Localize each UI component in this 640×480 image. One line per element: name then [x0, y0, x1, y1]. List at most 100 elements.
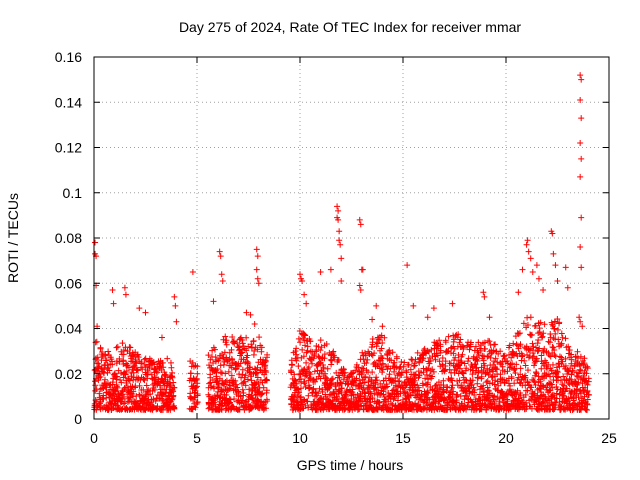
- background-point: [135, 354, 142, 361]
- background-point: [136, 391, 143, 398]
- background-point: [97, 398, 104, 405]
- background-point: [208, 383, 215, 390]
- background-point: [244, 376, 251, 383]
- background-point: [100, 395, 107, 402]
- background-point: [97, 373, 104, 380]
- background-point: [420, 355, 427, 362]
- background-point: [234, 384, 241, 391]
- background-point: [459, 351, 466, 358]
- background-point: [212, 396, 219, 403]
- background-point: [232, 377, 239, 384]
- background-point: [423, 371, 430, 378]
- background-point: [317, 337, 324, 344]
- background-point: [478, 373, 485, 380]
- y-tick-label: 0.1: [63, 185, 83, 201]
- background-point: [513, 391, 520, 398]
- background-point: [495, 382, 502, 389]
- background-point: [163, 386, 170, 393]
- background-point: [349, 373, 356, 380]
- background-point: [242, 372, 249, 379]
- background-point: [539, 333, 546, 340]
- data-point: [216, 248, 223, 255]
- background-point: [524, 387, 531, 394]
- background-point: [318, 368, 325, 375]
- data-point: [297, 271, 303, 278]
- background-point: [304, 347, 311, 354]
- background-point: [360, 365, 367, 372]
- background-point: [193, 376, 200, 383]
- background-point: [457, 393, 464, 400]
- background-point: [396, 377, 403, 384]
- background-point: [105, 364, 112, 371]
- background-point: [247, 366, 254, 373]
- background-point: [445, 333, 452, 340]
- data-point: [369, 316, 376, 323]
- background-point: [450, 332, 457, 339]
- data-point: [217, 253, 224, 260]
- background-point: [303, 368, 310, 375]
- background-point: [325, 384, 332, 391]
- background-point: [459, 369, 466, 376]
- background-point: [418, 369, 425, 376]
- background-point: [552, 330, 559, 337]
- background-point: [293, 345, 300, 352]
- background-point: [511, 380, 518, 387]
- x-tick-label: 10: [292, 430, 308, 446]
- background-point: [323, 341, 330, 348]
- background-point: [239, 346, 246, 353]
- background-point: [167, 406, 174, 413]
- background-point: [403, 382, 410, 389]
- background-point: [114, 343, 121, 350]
- background-point: [481, 362, 488, 369]
- background-point: [474, 374, 481, 381]
- background-point: [245, 343, 252, 350]
- background-point: [376, 336, 383, 343]
- background-point: [154, 369, 161, 376]
- data-point: [564, 284, 571, 291]
- background-point: [389, 349, 396, 356]
- data-point: [562, 264, 569, 271]
- data-point: [172, 302, 179, 309]
- background-point: [134, 367, 141, 374]
- background-point: [498, 388, 505, 395]
- background-point: [362, 373, 369, 380]
- background-point: [344, 386, 351, 393]
- background-point: [319, 386, 326, 393]
- data-point: [189, 268, 196, 275]
- background-point: [340, 365, 347, 372]
- background-point: [517, 392, 524, 399]
- background-point: [554, 326, 561, 333]
- background-point: [552, 404, 559, 411]
- background-point: [189, 359, 196, 366]
- background-point: [506, 405, 513, 412]
- background-point: [169, 374, 176, 381]
- background-point: [458, 359, 465, 366]
- y-tick-label: 0.16: [55, 49, 82, 65]
- background-point: [524, 367, 531, 374]
- background-point: [116, 358, 123, 365]
- background-point: [456, 377, 463, 384]
- background-point: [297, 376, 304, 383]
- background-point: [535, 337, 542, 344]
- background-point: [450, 350, 457, 357]
- background-point: [449, 377, 456, 384]
- background-point: [433, 345, 440, 352]
- data-point: [173, 318, 180, 325]
- background-point: [111, 387, 118, 394]
- background-point: [379, 355, 386, 362]
- data-point: [337, 241, 344, 248]
- background-point: [263, 387, 270, 394]
- background-point: [485, 372, 492, 379]
- background-point: [534, 340, 541, 347]
- background-point: [248, 377, 255, 384]
- background-point: [171, 384, 178, 391]
- background-point: [560, 373, 567, 380]
- data-point: [356, 282, 363, 289]
- background-point: [566, 347, 573, 354]
- data-points: [91, 72, 592, 413]
- background-point: [450, 338, 457, 345]
- background-point: [551, 325, 558, 332]
- background-point: [355, 364, 362, 371]
- background-point: [452, 354, 459, 361]
- background-point: [292, 377, 299, 384]
